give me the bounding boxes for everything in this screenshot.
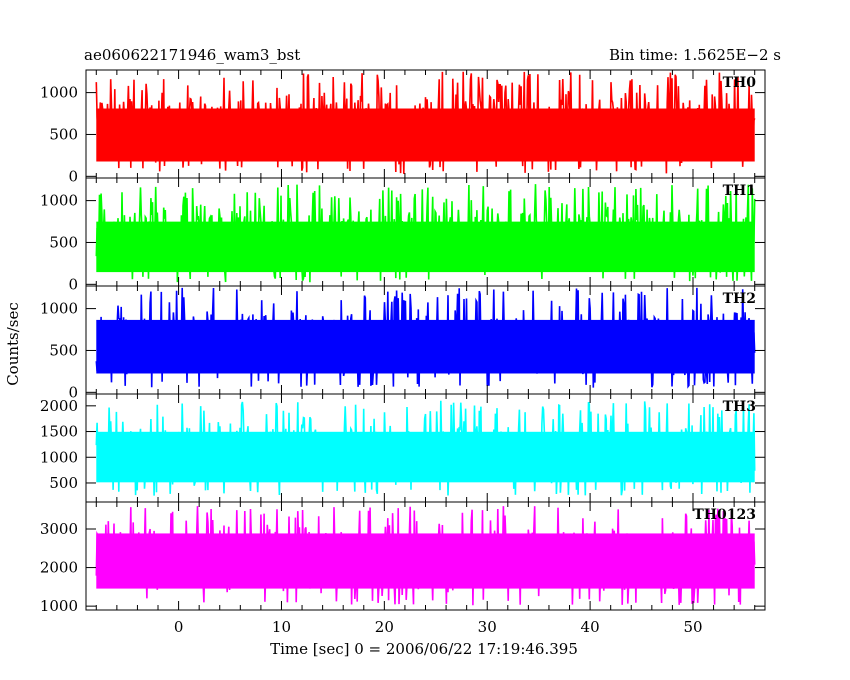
panel-label-th2: TH2: [723, 291, 756, 307]
ytick-label: 500: [49, 125, 78, 143]
panel-label-th3: TH3: [723, 399, 756, 415]
chart-title: ae060622171946_wam3_bst: [84, 46, 300, 64]
ytick-label: 1000: [40, 448, 78, 466]
xtick-label: 0: [174, 618, 184, 636]
ytick-label: 0: [68, 383, 78, 401]
panel-label-th1: TH1: [723, 183, 756, 199]
panel-label-th0123: TH0123: [693, 507, 756, 523]
bin-time-label: Bin time: 1.5625E−2 s: [609, 46, 781, 64]
xtick-label: 10: [272, 618, 291, 636]
ytick-label: 1000: [40, 84, 78, 102]
ytick-label: 2000: [40, 559, 78, 577]
panel-label-th0: TH0: [723, 75, 757, 91]
ytick-label: 1000: [40, 192, 78, 210]
ytick-label: 0: [68, 167, 78, 185]
series-band-th2: [96, 319, 755, 374]
xtick-label: 50: [683, 618, 702, 636]
series-band-th0123: [96, 533, 755, 589]
ytick-label: 500: [49, 233, 78, 251]
ytick-label: 2000: [40, 397, 78, 415]
ytick-label: 1000: [40, 597, 78, 615]
x-axis-label: Time [sec] 0 = 2006/06/22 17:19:46.395: [270, 640, 578, 658]
ytick-label: 1000: [40, 300, 78, 318]
y-axis-label: Counts/sec: [4, 302, 22, 386]
ytick-label: 0: [68, 275, 78, 293]
ytick-label: 3000: [40, 520, 78, 538]
ytick-label: 500: [49, 341, 78, 359]
ytick-label: 1500: [40, 423, 78, 441]
series-band-th3: [96, 431, 755, 483]
series-band-th1: [96, 221, 755, 273]
series-band-th0: [96, 108, 755, 162]
xtick-label: 30: [478, 618, 497, 636]
panels-group: 05001000TH005001000TH105001000TH25001000…: [40, 69, 766, 636]
xtick-label: 20: [375, 618, 394, 636]
ytick-label: 500: [49, 474, 78, 492]
xtick-label: 40: [581, 618, 600, 636]
